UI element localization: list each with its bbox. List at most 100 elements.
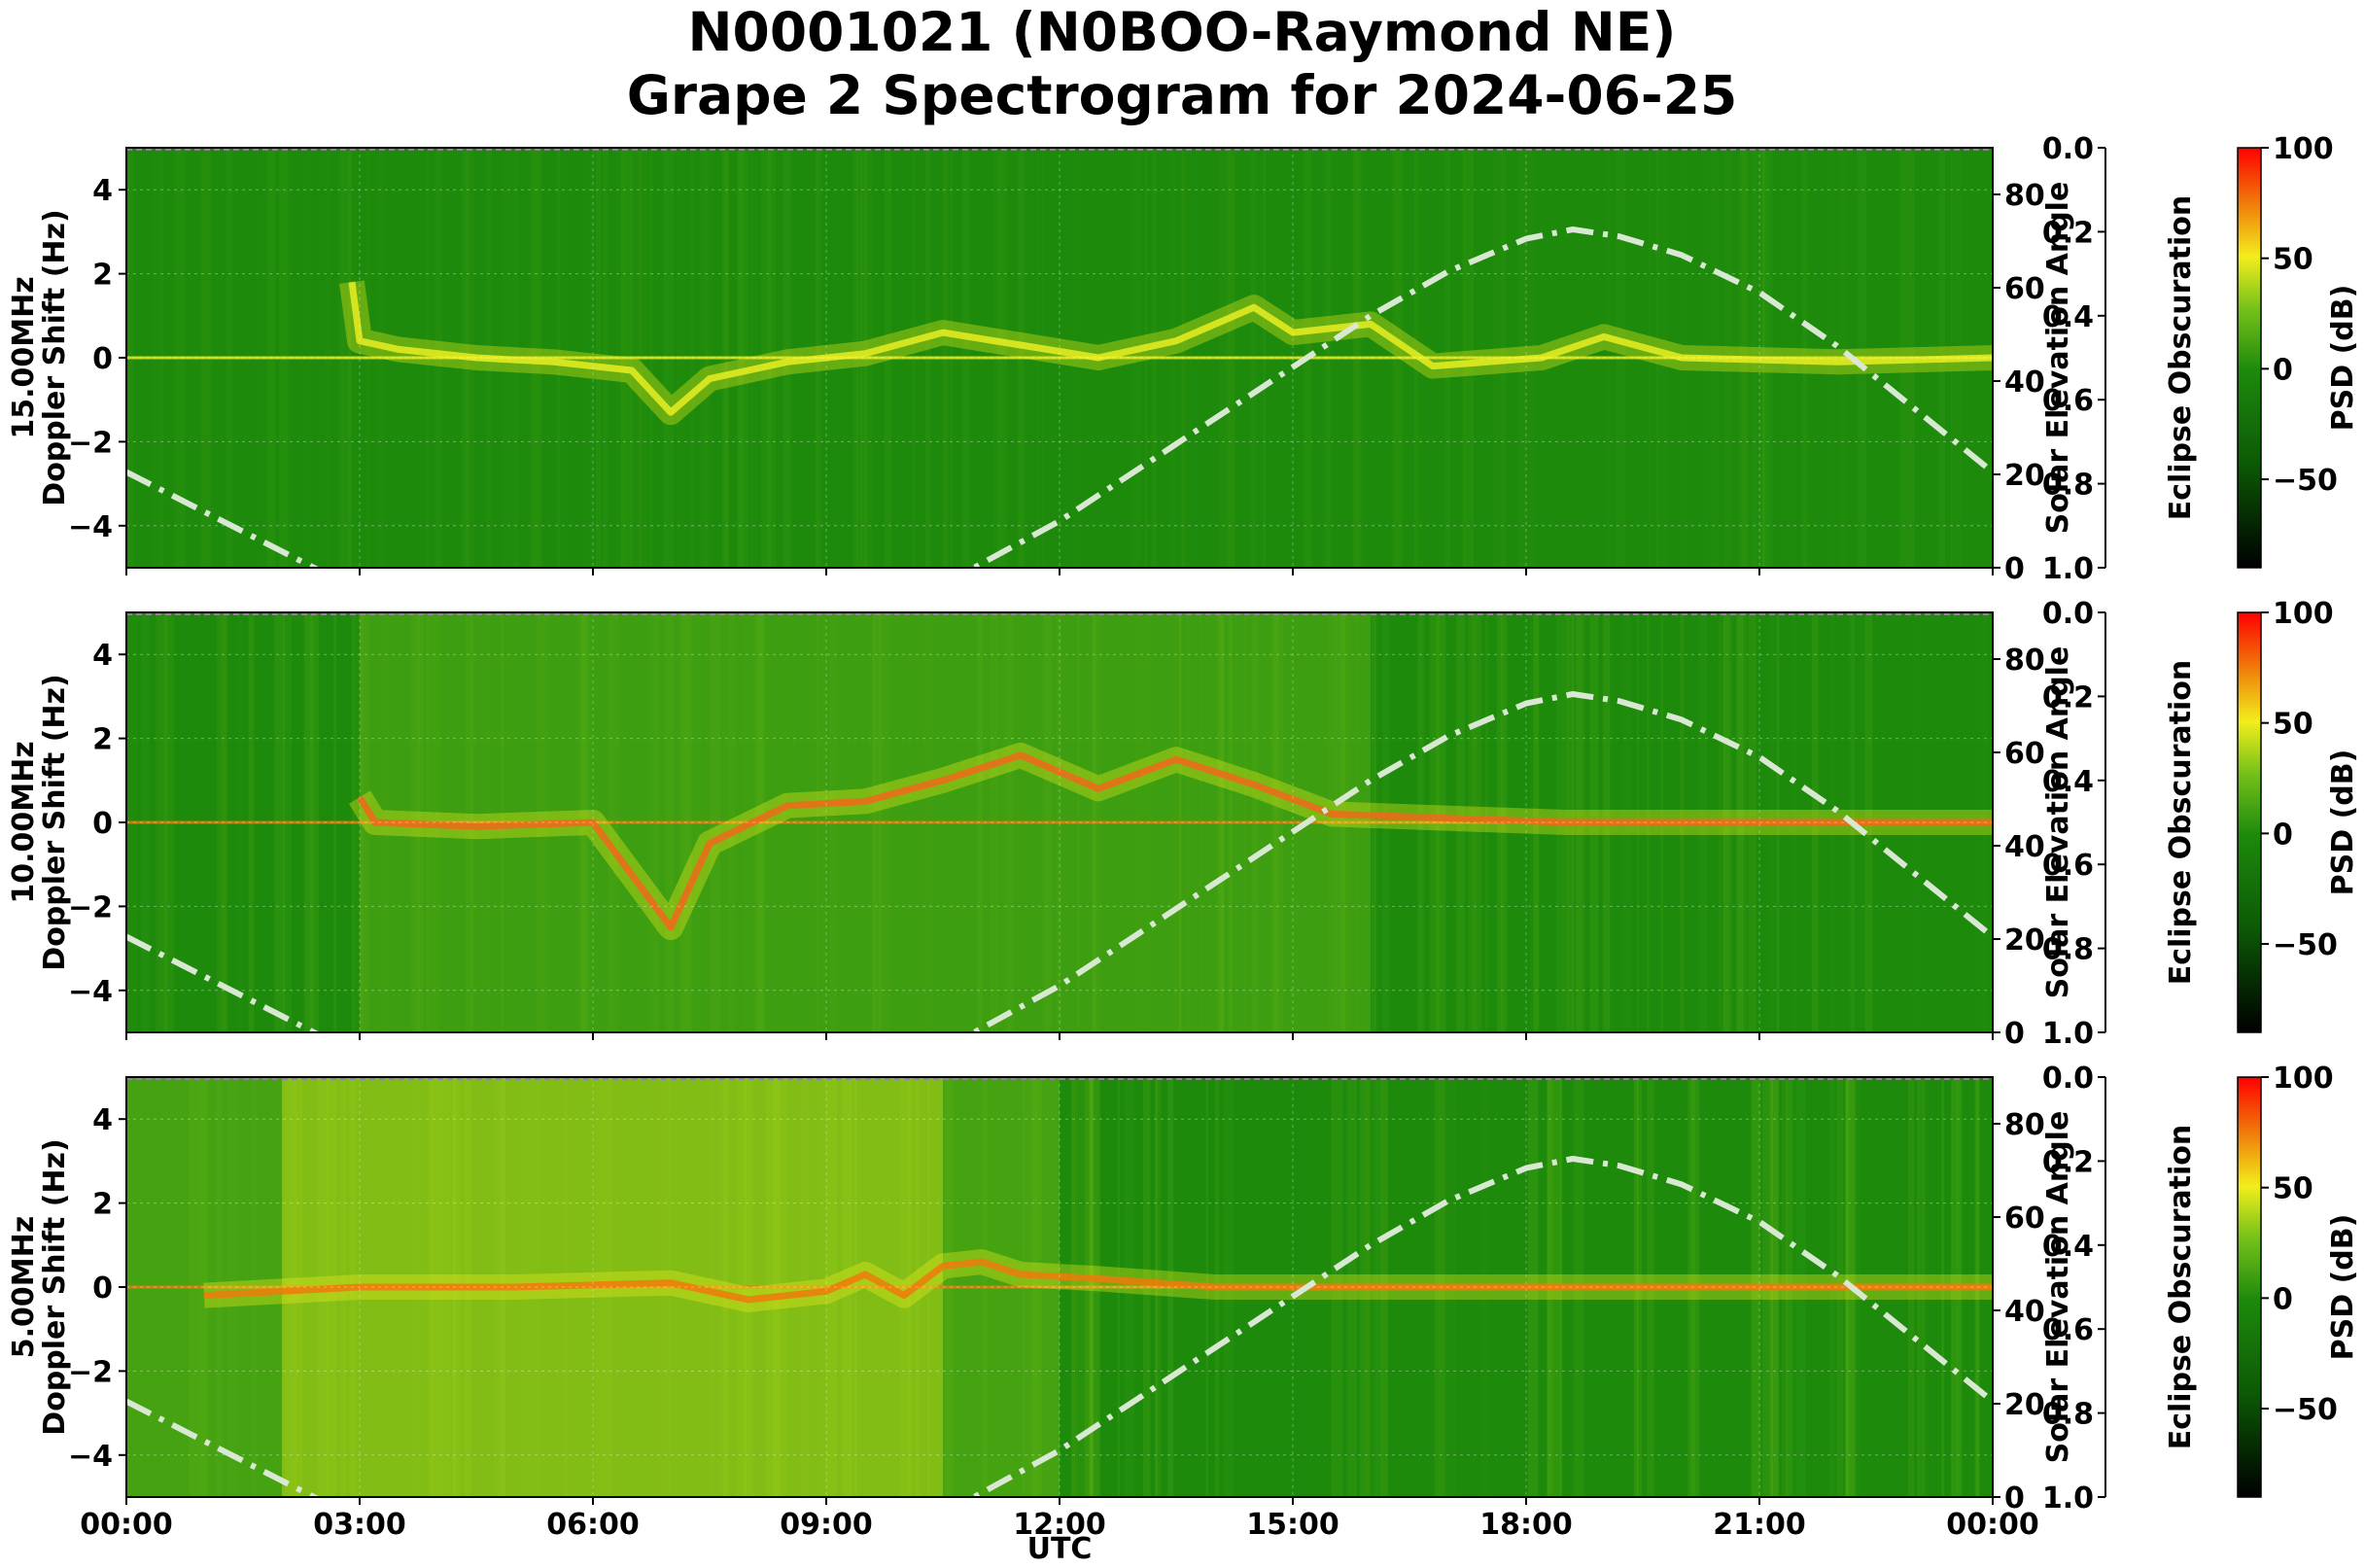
spectrogram-image [126, 1077, 1993, 1497]
obscuration-tick-label: 0.8 [2042, 469, 2094, 503]
y-tick-label: 2 [92, 259, 113, 293]
right-tick-label: 40 [2004, 830, 2045, 864]
x-tick-label: 15:00 [1246, 1508, 1339, 1542]
obscuration-axis-label: Eclipse Obscuration [2164, 660, 2198, 986]
x-tick-label: 06:00 [546, 1508, 640, 1542]
x-tick-label: 12:00 [1013, 1508, 1106, 1542]
y-tick-label: 0 [92, 807, 113, 841]
obscuration-tick-label: 0.6 [2042, 1313, 2094, 1347]
right-tick-label: 40 [2004, 1295, 2045, 1329]
obscuration-axis-label: Eclipse Obscuration [2164, 195, 2198, 521]
colorbar-tick-label: −50 [2273, 464, 2338, 498]
obscuration-tick-label: 0.6 [2042, 849, 2094, 883]
colorbar-label: PSD (dB) [2326, 1214, 2360, 1361]
right-tick-label: 0 [2004, 1017, 2025, 1051]
obscuration-tick-label: 0.8 [2042, 933, 2094, 967]
y-tick-label: −2 [68, 426, 113, 460]
obscuration-tick-label: 0.8 [2042, 1398, 2094, 1432]
spectrogram-image [126, 612, 1993, 1032]
obscuration-tick-label: 0.4 [2042, 1230, 2094, 1264]
obscuration-tick-label: 0.4 [2042, 300, 2094, 334]
obscuration-tick-label: 1.0 [2042, 1481, 2094, 1516]
right-tick-label: 80 [2004, 644, 2045, 678]
right-tick-label: 20 [2004, 923, 2045, 958]
solar-elevation-axis-label: Solar Elevation Angle [2041, 182, 2075, 535]
x-tick-label: 18:00 [1479, 1508, 1573, 1542]
colorbar-tick-label: 0 [2273, 353, 2293, 387]
y-tick-label: −2 [68, 1355, 113, 1389]
colorbar-tick-label: 100 [2273, 597, 2334, 631]
obscuration-tick-label: 0.2 [2042, 216, 2094, 250]
obscuration-tick-label: 0.0 [2042, 1062, 2094, 1096]
y-tick-label: 4 [92, 639, 113, 673]
right-tick-label: 60 [2004, 737, 2045, 771]
y-tick-label: 4 [92, 174, 113, 208]
y-tick-label: 2 [92, 1188, 113, 1222]
y-axis-label: Doppler Shift (Hz) [38, 1138, 72, 1435]
y-tick-label: −4 [68, 1440, 113, 1474]
doppler-trace [203, 1258, 1993, 1304]
obscuration-tick-label: 0.0 [2042, 132, 2094, 166]
right-tick-label: 20 [2004, 459, 2045, 493]
y-axis-label-freq: 10.00MHz [7, 741, 41, 903]
colorbar-tick-label: 100 [2273, 1062, 2334, 1096]
colorbar [2237, 147, 2262, 569]
y-tick-label: −2 [68, 890, 113, 924]
colorbar-tick-label: 50 [2273, 708, 2313, 742]
doppler-trace [348, 281, 1993, 416]
x-tick-label: 03:00 [313, 1508, 406, 1542]
colorbar-label: PSD (dB) [2326, 749, 2360, 896]
colorbar-tick-label: 50 [2273, 1172, 2313, 1206]
y-tick-label: 2 [92, 723, 113, 757]
y-axis-label-freq: 5.00MHz [7, 1216, 41, 1358]
colorbar-tick-label: 100 [2273, 132, 2334, 166]
obscuration-tick-label: 0.6 [2042, 384, 2094, 418]
chart-title-line2: Grape 2 Spectrogram for 2024-06-25 [627, 64, 1738, 126]
x-tick-label: 09:00 [780, 1508, 873, 1542]
y-tick-label: 0 [92, 1272, 113, 1306]
colorbar-tick-label: 0 [2273, 818, 2293, 852]
right-tick-label: 60 [2004, 1202, 2045, 1236]
obscuration-tick-label: 1.0 [2042, 552, 2094, 586]
y-tick-label: −4 [68, 510, 113, 544]
right-tick-label: 60 [2004, 272, 2045, 306]
x-tick-label: 21:00 [1713, 1508, 1806, 1542]
solar-elevation-curve [126, 1156, 1993, 1497]
solar-elevation-axis-label: Solar Elevation Angle [2041, 646, 2075, 999]
colorbar [2237, 611, 2262, 1033]
colorbar-tick-label: 50 [2273, 243, 2313, 277]
y-tick-label: 4 [92, 1103, 113, 1137]
obscuration-tick-label: 0.4 [2042, 765, 2094, 799]
doppler-trace [357, 751, 1993, 931]
x-tick-label: 00:00 [80, 1508, 173, 1542]
colorbar-label: PSD (dB) [2326, 285, 2360, 432]
right-tick-label: 80 [2004, 179, 2045, 213]
colorbar [2237, 1076, 2262, 1498]
right-tick-label: 0 [2004, 552, 2025, 586]
y-axis-label: Doppler Shift (Hz) [38, 674, 72, 970]
obscuration-tick-label: 0.2 [2042, 680, 2094, 714]
solar-elevation-axis-label: Solar Elevation Angle [2041, 1111, 2075, 1464]
x-axis-label: UTC [1027, 1532, 1093, 1566]
chart-title-line1: N0001021 (N0BOO-Raymond NE) [688, 1, 1677, 63]
y-axis-label: Doppler Shift (Hz) [38, 209, 72, 505]
y-tick-label: 0 [92, 342, 113, 376]
obscuration-axis-label: Eclipse Obscuration [2164, 1125, 2198, 1450]
right-tick-label: 40 [2004, 366, 2045, 400]
y-tick-label: −4 [68, 975, 113, 1009]
obscuration-tick-label: 1.0 [2042, 1017, 2094, 1051]
solar-elevation-curve [126, 691, 1993, 1032]
spectrogram-image [126, 148, 1993, 568]
colorbar-tick-label: 0 [2273, 1282, 2293, 1316]
right-tick-label: 20 [2004, 1388, 2045, 1422]
colorbar-tick-label: −50 [2273, 1393, 2338, 1427]
obscuration-tick-label: 0.0 [2042, 597, 2094, 631]
x-tick-label: 00:00 [1946, 1508, 2039, 1542]
y-axis-label-freq: 15.00MHz [7, 276, 41, 438]
solar-elevation-curve [126, 226, 1993, 568]
colorbar-tick-label: −50 [2273, 928, 2338, 962]
